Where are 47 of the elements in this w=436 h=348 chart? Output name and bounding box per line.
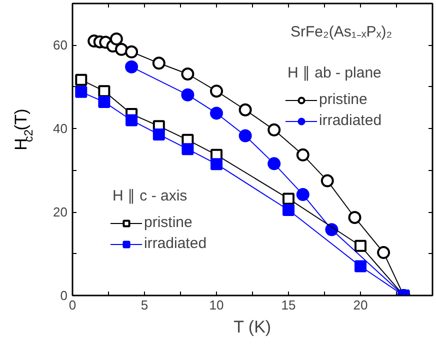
point (75, 86, 88, 98)
point (210, 106, 223, 120)
point (75, 74, 88, 86)
point (296, 188, 310, 202)
y-tick-label: 60 (53, 38, 68, 53)
point (125, 45, 138, 58)
y-tick-label: 20 (53, 204, 68, 220)
x-axis-title: T (K) (234, 318, 272, 336)
point (238, 103, 252, 116)
point (126, 114, 138, 126)
point (98, 85, 110, 98)
point (182, 143, 194, 156)
annotation: H ∥ ab - plane (288, 64, 382, 82)
point (181, 88, 194, 102)
annotation: H ∥ c - axis (112, 188, 188, 204)
point (268, 157, 281, 170)
point (282, 192, 294, 205)
point (268, 123, 281, 136)
annotation: SrFe₂(As₁₋ₓPₓ)₂ (290, 24, 392, 40)
point (98, 96, 110, 108)
point (210, 84, 223, 98)
point (354, 240, 366, 252)
y-axis-title: Hc2(T) (12, 108, 36, 150)
x-tick-label: 5 (140, 298, 148, 312)
point (110, 32, 123, 46)
point (125, 60, 138, 74)
point (348, 211, 362, 224)
x-tick-label: 15 (281, 298, 296, 312)
point (282, 204, 294, 216)
legend-label: irradiated (144, 235, 207, 252)
x-tick-label: 20 (353, 298, 368, 312)
point (238, 129, 252, 142)
point (354, 260, 366, 272)
point (210, 158, 222, 170)
legend-label: irradiated (319, 112, 382, 129)
point (296, 148, 310, 162)
point (152, 128, 165, 140)
point (181, 68, 194, 80)
y-tick-label: 40 (53, 121, 68, 136)
legend-label: pristine (144, 214, 192, 231)
point (152, 56, 166, 70)
legend-label: pristine (319, 91, 368, 108)
y-tick-label: 0 (60, 288, 68, 303)
x-tick-label: 10 (209, 298, 224, 312)
point (114, 42, 128, 56)
point (320, 174, 334, 188)
point (377, 246, 390, 260)
